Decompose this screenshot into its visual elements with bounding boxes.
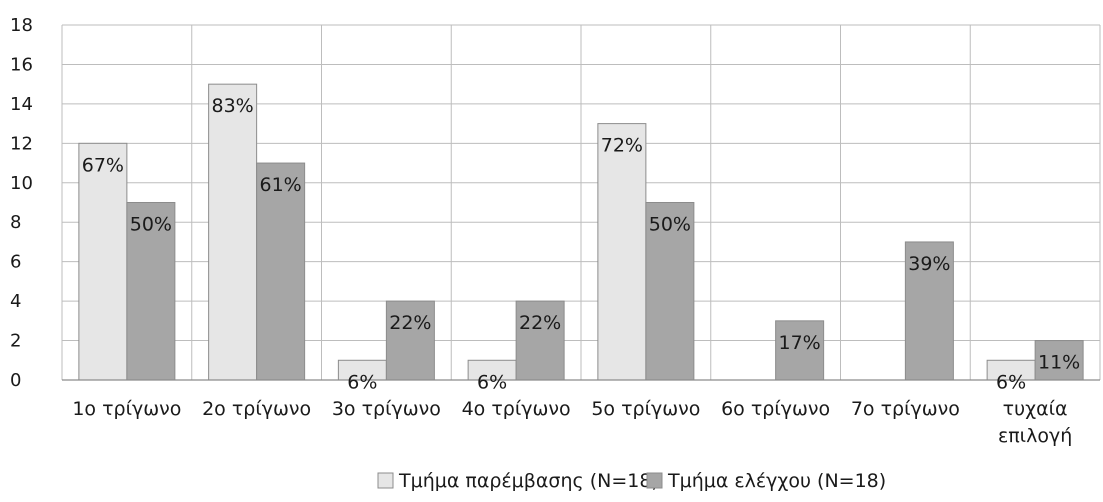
- data-label: 50%: [130, 214, 172, 236]
- bar-control: [385, 300, 435, 381]
- data-labels: 67% 50% 83% 61% 6% 22% 6% 22% 72% 50% 17% 39% 6% 11%: [82, 95, 1080, 393]
- data-label: 61%: [260, 174, 302, 196]
- bars: [78, 83, 1084, 381]
- bar-control: [126, 202, 176, 381]
- x-tick-label: 5ο τρίγωνο: [591, 398, 700, 420]
- y-tick-label: 14: [10, 94, 33, 115]
- data-label: 11%: [1038, 352, 1080, 374]
- bar-control: [775, 320, 825, 381]
- x-tick-label: 6ο τρίγωνο: [721, 398, 830, 420]
- axes: 0 2 4 6 8 10 12 14 16 18 1ο τρίγωνο 2ο τρίγωνο 3ο τρ…: [10, 15, 1100, 447]
- y-tick-label: 8: [10, 212, 21, 233]
- x-tick-label: επιλογή: [998, 425, 1072, 447]
- legend: Τμήμα παρέμβασης (N=18) Τμήμα ελέγχου (N=…: [377, 470, 886, 492]
- x-tick-label: τυχαία: [1003, 398, 1068, 420]
- legend-label: Τμήμα ελέγχου (N=18): [667, 470, 886, 492]
- y-tick-label: 10: [10, 173, 33, 194]
- y-tick-label: 18: [10, 15, 33, 36]
- data-label: 83%: [212, 95, 254, 117]
- bar-control: [256, 162, 306, 381]
- y-tick-label: 6: [10, 252, 21, 273]
- bar-control: [1034, 340, 1084, 381]
- y-tick-label: 16: [10, 54, 33, 75]
- legend-swatch: [377, 472, 394, 489]
- data-label: 17%: [779, 332, 821, 354]
- bar-intervention: [597, 123, 647, 381]
- x-tick-label: 7ο τρίγωνο: [851, 398, 960, 420]
- bar-intervention: [208, 83, 258, 381]
- data-label: 6%: [477, 371, 507, 393]
- x-tick-label: 4ο τρίγωνο: [462, 398, 571, 420]
- data-label: 6%: [996, 371, 1026, 393]
- data-label: 39%: [908, 253, 950, 275]
- legend-swatch: [646, 472, 663, 489]
- bar-control: [645, 202, 695, 381]
- y-tick-label: 2: [10, 331, 21, 352]
- data-label: 72%: [601, 135, 643, 157]
- data-label: 22%: [389, 312, 431, 334]
- data-label: 67%: [82, 154, 124, 176]
- x-tick-label: 3ο τρίγωνο: [332, 398, 441, 420]
- data-label: 50%: [649, 214, 691, 236]
- legend-label: Τμήμα παρέμβασης (N=18): [398, 470, 659, 492]
- bar-intervention: [78, 142, 128, 381]
- bar-control: [515, 300, 565, 381]
- y-tick-label: 12: [10, 133, 33, 154]
- y-tick-label: 0: [10, 370, 21, 391]
- x-tick-label: 2ο τρίγωνο: [202, 398, 311, 420]
- x-tick-label: 1ο τρίγωνο: [72, 398, 181, 420]
- data-label: 22%: [519, 312, 561, 334]
- y-tick-label: 4: [10, 291, 21, 312]
- data-label: 6%: [347, 371, 377, 393]
